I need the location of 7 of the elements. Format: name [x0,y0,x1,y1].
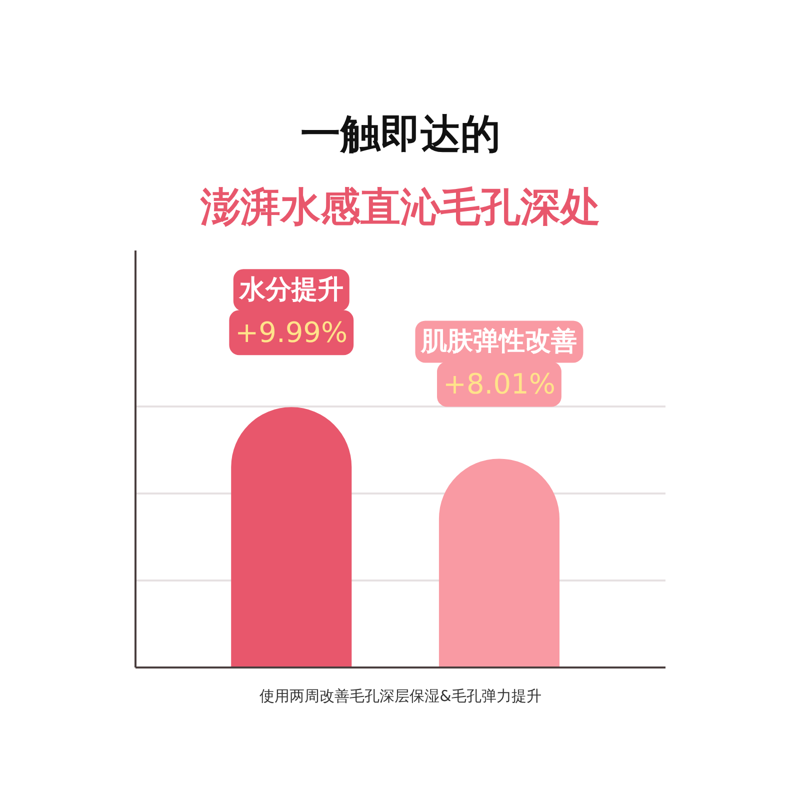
data-label: +9.99% [235,316,348,350]
x-tick-label: 水分提升 [238,275,344,306]
data-label: +8.01% [443,368,556,401]
chart-subtitle: 澎湃水感直沁毛孔深处 [200,184,600,230]
chart-title: 一触即达的 [300,112,500,158]
text: 使用两周改善毛孔深层保湿&毛孔弹力提升 [260,687,542,705]
x-tick-label: 肌肤弹性改善 [420,326,578,357]
